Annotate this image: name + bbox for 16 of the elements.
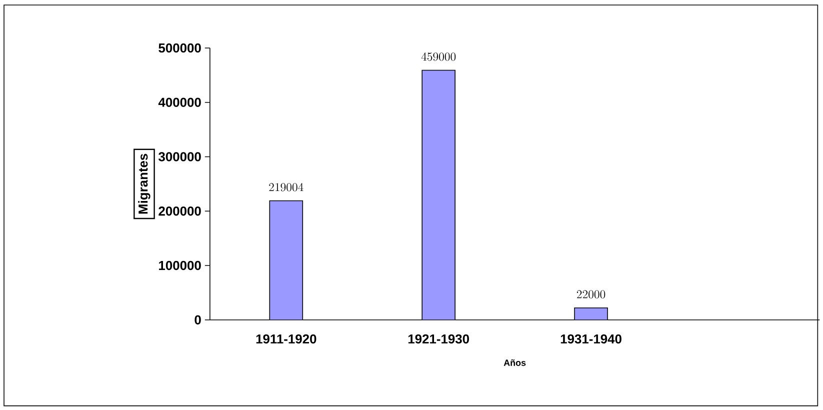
y-tick-label: 0: [194, 315, 201, 325]
x-axis-title: Años: [504, 359, 526, 366]
x-tick-label: 1911-1920: [256, 334, 316, 344]
y-tick-label: 300000: [158, 152, 201, 162]
x-tick-label: 1931-1940: [560, 334, 622, 344]
data-label: 219004: [269, 183, 304, 192]
data-label: 459000: [421, 52, 456, 61]
x-tick-label: 1921-1930: [408, 334, 469, 344]
y-tick-label: 200000: [158, 206, 201, 216]
y-tick-label: 500000: [158, 43, 201, 53]
bar: [270, 200, 303, 320]
y-tick-label: 400000: [158, 98, 201, 108]
bar: [422, 70, 456, 320]
y-tick-label: 100000: [159, 260, 201, 270]
data-label: 22000: [576, 290, 606, 299]
y-axis-title: Migrantes: [138, 154, 150, 214]
